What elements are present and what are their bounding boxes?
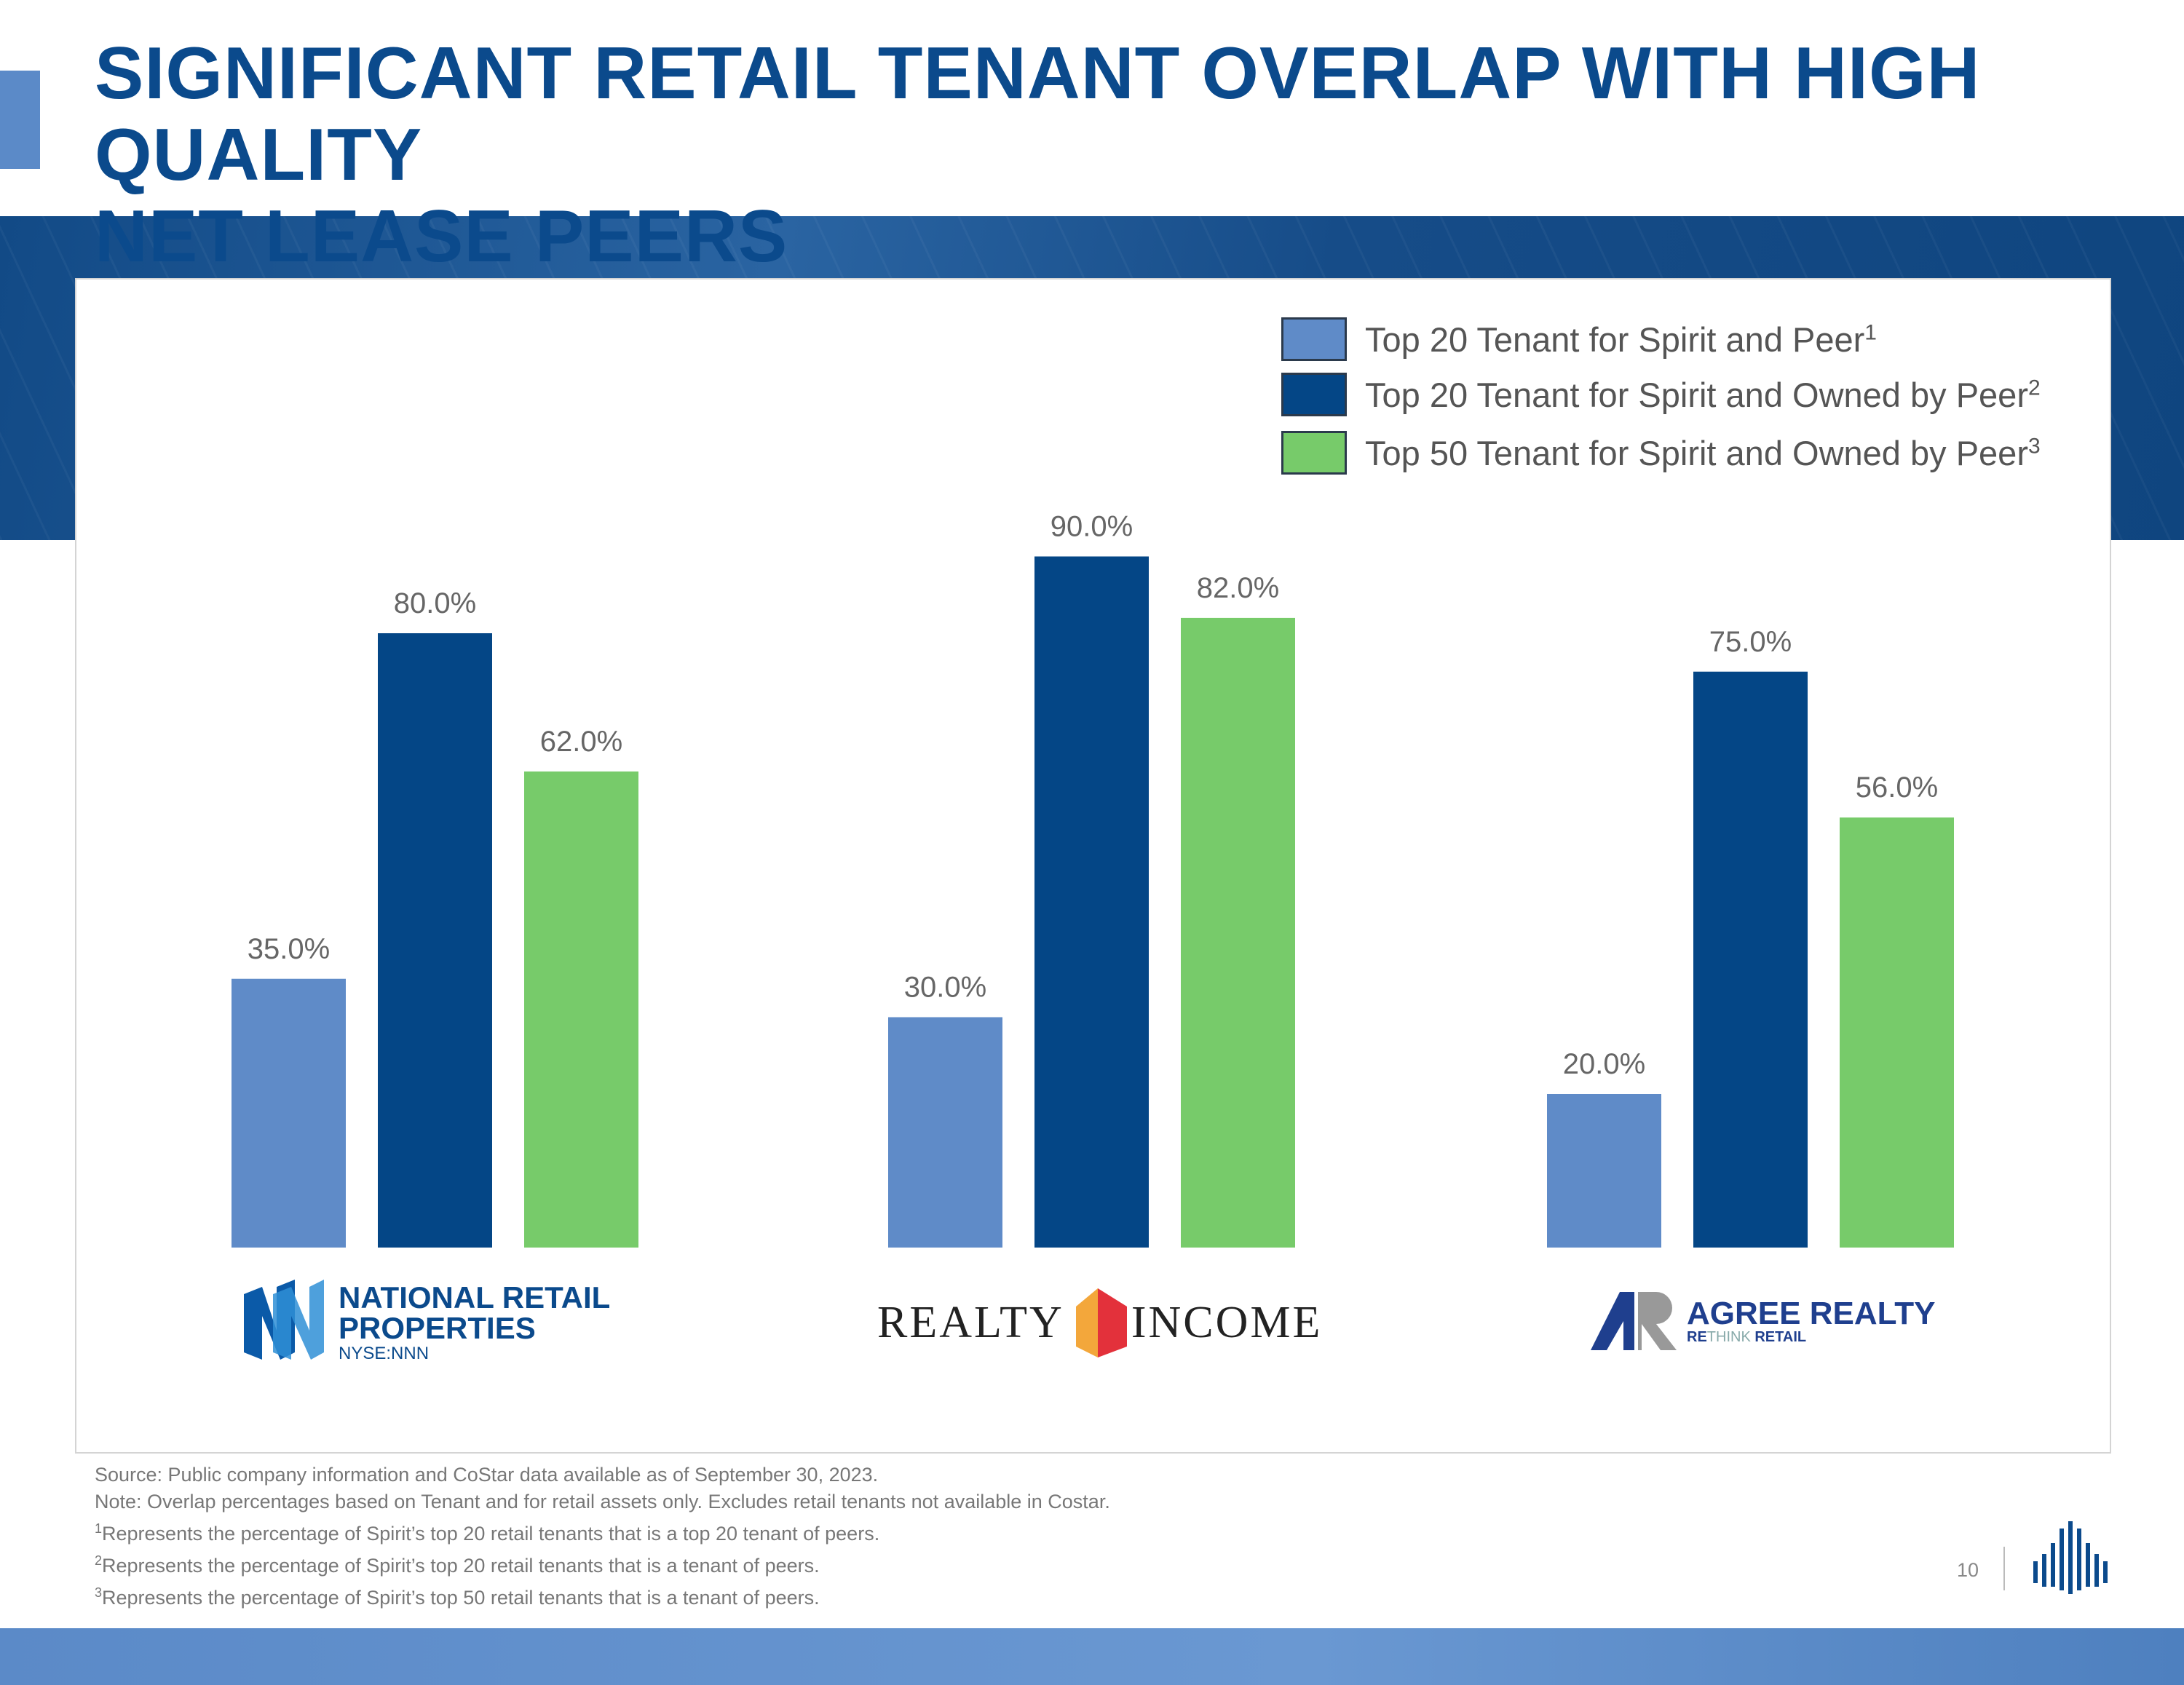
nnn-ticker: NYSE:NNN <box>339 1344 430 1363</box>
legend-label: Top 20 Tenant for Spirit and Owned by Pe… <box>1365 375 2041 414</box>
bar <box>1034 556 1149 1248</box>
agree-name: AGREE REALTY <box>1687 1296 1936 1331</box>
page-title: SIGNIFICANT RETAIL TENANT OVERLAP WITH H… <box>95 33 2133 277</box>
legend-label: Top 20 Tenant for Spirit and Peer1 <box>1365 320 1877 359</box>
realty-income-logo: REALTY INCOME <box>877 1288 1322 1357</box>
footnote-2: 2Represents the percentage of Spirit’s t… <box>95 1553 820 1577</box>
data-label: 90.0% <box>1051 511 1133 543</box>
bar <box>378 633 492 1248</box>
nnn-name-line1: NATIONAL RETAIL <box>339 1280 611 1315</box>
bar <box>888 1017 1002 1248</box>
bar <box>1840 817 1954 1248</box>
note: Note: Overlap percentages based on Tenan… <box>95 1491 1110 1512</box>
legend-item-3: Top 50 Tenant for Spirit and Owned by Pe… <box>1281 431 2041 475</box>
data-label: 20.0% <box>1563 1048 1645 1080</box>
spirit-logo-mark-icon <box>2033 1521 2108 1594</box>
legend-swatch <box>1281 373 1347 416</box>
legend-item-1: Top 20 Tenant for Spirit and Peer1 <box>1281 317 1877 361</box>
data-label: 56.0% <box>1856 772 1938 804</box>
nnn-name-line2: PROPERTIES <box>339 1311 536 1345</box>
title-accent-bar <box>0 71 40 169</box>
footnote-3: 3Represents the percentage of Spirit’s t… <box>95 1585 820 1609</box>
bar <box>232 978 346 1248</box>
realty-income-house-icon <box>1075 1288 1127 1357</box>
data-label: 30.0% <box>904 972 986 1004</box>
bar <box>1547 1094 1661 1248</box>
realty-income-text-left: REALTY <box>877 1298 1064 1347</box>
data-label: 80.0% <box>394 587 476 619</box>
legend-swatch <box>1281 317 1347 361</box>
title-line-2: NET LEASE PEERS <box>95 196 788 277</box>
nnn-logo: NATIONAL RETAIL PROPERTIES NYSE:NNN <box>244 1280 610 1367</box>
page-number: 10 <box>1957 1559 1979 1581</box>
page-divider <box>2003 1547 2005 1590</box>
realty-income-text-right: INCOME <box>1131 1298 1323 1347</box>
footer-image-band <box>0 1628 2184 1685</box>
data-label: 82.0% <box>1197 572 1279 604</box>
data-label: 62.0% <box>540 726 622 758</box>
bar <box>1181 617 1295 1248</box>
title-line-1: SIGNIFICANT RETAIL TENANT OVERLAP WITH H… <box>95 33 1981 196</box>
footnote-1: 1Represents the percentage of Spirit’s t… <box>95 1521 880 1545</box>
legend-label: Top 50 Tenant for Spirit and Owned by Pe… <box>1365 433 2041 472</box>
legend-swatch <box>1281 431 1347 475</box>
agree-ar-mark-icon <box>1591 1292 1677 1350</box>
source-note: Source: Public company information and C… <box>95 1464 879 1486</box>
legend-item-2: Top 20 Tenant for Spirit and Owned by Pe… <box>1281 373 2041 416</box>
bar <box>524 771 638 1248</box>
bar-chart: 35.0% 80.0% 62.0% 30.0% 90.0% 82.0% 20.0% 75.0%… <box>232 511 1954 1248</box>
data-label: 75.0% <box>1709 626 1792 658</box>
data-label: 35.0% <box>248 933 330 965</box>
nnn-logo-mark-icon <box>244 1280 324 1360</box>
bar <box>1693 671 1808 1248</box>
agree-tagline: RETHINK RETAIL <box>1687 1329 1807 1345</box>
footnotes: Source: Public company information and C… <box>95 1462 1110 1611</box>
agree-realty-logo: AGREE REALTY RETHINK RETAIL <box>1591 1292 1935 1350</box>
